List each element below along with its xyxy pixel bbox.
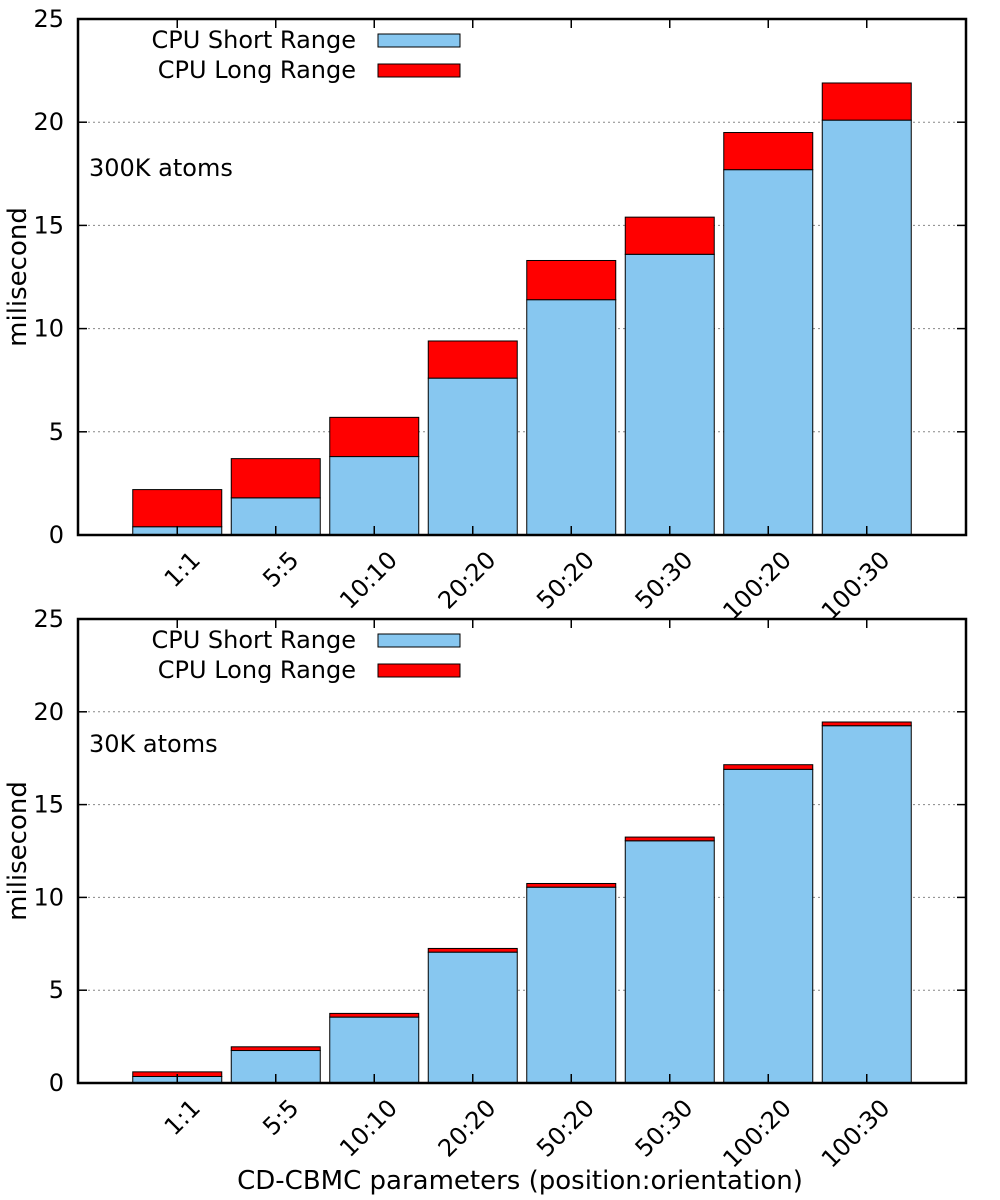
bar-long-range-50-30 bbox=[624, 216, 715, 255]
bar-short-range-100-30 bbox=[821, 119, 912, 536]
x-tick-label: 5:5 bbox=[257, 1094, 304, 1141]
bar-short-range-50-20 bbox=[526, 299, 617, 536]
y-tick-label: 25 bbox=[33, 5, 64, 33]
bar-long-range-20-20 bbox=[427, 947, 518, 953]
y-tick-label: 5 bbox=[49, 418, 64, 446]
bar-long-range-50-30 bbox=[624, 836, 715, 842]
x-tick-label: 20:20 bbox=[433, 546, 502, 615]
bar-long-range-50-20 bbox=[526, 259, 617, 301]
atom-count-annotation: 300K atoms bbox=[89, 154, 233, 182]
bar-short-range-10-10 bbox=[329, 456, 420, 536]
x-tick-label: 10:10 bbox=[334, 546, 403, 615]
x-tick-label: 5:5 bbox=[257, 546, 304, 593]
bar-short-range-100-30 bbox=[821, 725, 912, 1084]
bar-long-range-1-1 bbox=[132, 489, 223, 528]
legend-label: CPU Short Range bbox=[151, 26, 356, 54]
bar-long-range-5-5 bbox=[230, 1046, 321, 1052]
y-tick-label: 0 bbox=[49, 1069, 64, 1097]
bar-long-range-5-5 bbox=[230, 458, 321, 499]
x-tick-label: 50:20 bbox=[531, 546, 600, 615]
x-tick-label: 100:30 bbox=[816, 1094, 896, 1174]
y-tick-label: 25 bbox=[33, 605, 64, 633]
y-tick-label: 15 bbox=[33, 211, 64, 239]
x-tick-label: 50:20 bbox=[531, 1094, 600, 1163]
y-axis-label: milisecond bbox=[3, 781, 33, 921]
chart-panel-30k: 0 5 10 15 20 25 milisecond 1:1 5:5 10:10 20:20 50:2… bbox=[3, 605, 968, 1174]
bar-short-range-10-10 bbox=[329, 1016, 420, 1084]
x-axis-label: CD-CBMC parameters (position:orientation… bbox=[237, 1166, 803, 1196]
bar-long-range-100-30 bbox=[821, 82, 912, 121]
bar-short-range-20-20 bbox=[427, 377, 518, 536]
bar-long-range-10-10 bbox=[329, 1012, 420, 1018]
bar-short-range-50-20 bbox=[526, 886, 617, 1084]
x-tick-label: 50:30 bbox=[630, 546, 699, 615]
x-tick-label: 100:30 bbox=[816, 546, 896, 626]
y-tick-label: 10 bbox=[33, 315, 64, 343]
atom-count-annotation: 30K atoms bbox=[89, 730, 218, 758]
x-tick-label: 10:10 bbox=[334, 1094, 403, 1163]
bar-short-range-100-20 bbox=[723, 768, 814, 1084]
y-tick-label: 10 bbox=[33, 883, 64, 911]
legend-swatch bbox=[377, 63, 461, 78]
legend-label: CPU Long Range bbox=[158, 656, 356, 684]
bar-short-range-100-20 bbox=[723, 169, 814, 536]
bar-long-range-50-20 bbox=[526, 882, 617, 888]
bar-long-range-100-30 bbox=[821, 721, 912, 727]
y-tick-label: 20 bbox=[33, 698, 64, 726]
y-tick-label: 20 bbox=[33, 108, 64, 136]
plot-frame bbox=[76, 17, 968, 537]
x-tick-label: 20:20 bbox=[433, 1094, 502, 1163]
x-tick-label: 100:20 bbox=[717, 546, 797, 626]
x-tick-label: 1:1 bbox=[159, 546, 206, 593]
x-tick-label: 50:30 bbox=[630, 1094, 699, 1163]
x-tick-label: 1:1 bbox=[159, 1094, 206, 1141]
y-tick-label: 5 bbox=[49, 976, 64, 1004]
bar-long-range-20-20 bbox=[427, 340, 518, 379]
plot-frame bbox=[76, 617, 968, 1085]
bar-short-range-50-30 bbox=[624, 840, 715, 1084]
x-tick-label: 100:20 bbox=[717, 1094, 797, 1174]
legend-label: CPU Short Range bbox=[151, 626, 356, 654]
chart-panel-300k: 0 5 10 15 20 25 milisecond 1:1 5:5 10:10 20:20 50:2… bbox=[3, 5, 968, 626]
y-axis-label: milisecond bbox=[3, 207, 33, 347]
bar-short-range-50-30 bbox=[624, 253, 715, 536]
bar-long-range-100-20 bbox=[723, 132, 814, 171]
bar-long-range-100-20 bbox=[723, 764, 814, 770]
legend-label: CPU Long Range bbox=[158, 56, 356, 84]
y-tick-label: 0 bbox=[49, 521, 64, 549]
legend-swatch bbox=[377, 33, 461, 48]
bar-long-range-10-10 bbox=[329, 416, 420, 458]
y-tick-label: 15 bbox=[33, 791, 64, 819]
bar-short-range-20-20 bbox=[427, 951, 518, 1084]
legend-swatch bbox=[377, 663, 461, 678]
legend-swatch bbox=[377, 633, 461, 648]
